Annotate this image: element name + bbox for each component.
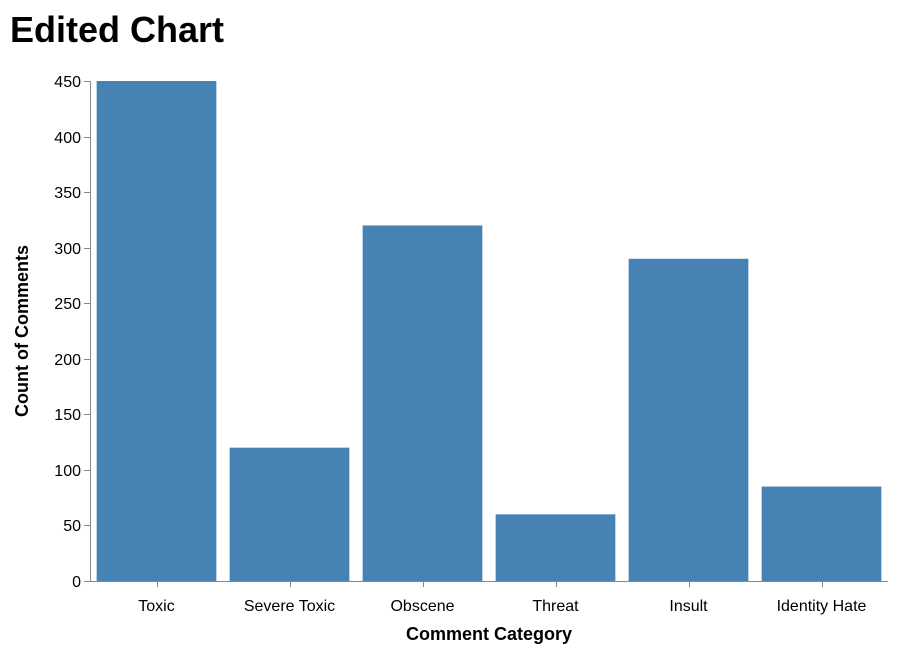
y-tick-label: 50 [63,518,81,535]
x-axis-title: Comment Category [406,624,572,644]
y-tick-label: 400 [54,130,81,147]
y-tick-label: 450 [54,74,81,91]
y-axis-title: Count of Comments [12,245,32,417]
bar-toxic[interactable] [96,81,217,581]
y-tick-label: 200 [54,352,81,369]
x-tick-label: Insult [669,598,708,615]
bar-insult[interactable] [628,258,749,581]
bars-group [96,81,882,581]
bar-identity-hate[interactable] [761,486,882,581]
x-tick-label: Obscene [390,598,454,615]
x-axis: Toxic Severe Toxic Obscene Threat Insult Iden… [90,581,888,615]
y-tick-label: 350 [54,185,81,202]
x-tick-label: Toxic [138,598,174,615]
bar-obscene[interactable] [362,225,483,581]
x-tick-label: Severe Toxic [244,598,335,615]
y-tick-label: 100 [54,463,81,480]
y-tick-label: 150 [54,407,81,424]
y-tick-label: 300 [54,241,81,258]
bar-severe-toxic[interactable] [229,447,350,581]
x-tick-label: Threat [532,598,579,615]
y-tick-label: 250 [54,296,81,313]
y-axis: 0 50 100 150 200 250 300 350 400 450 [54,74,91,591]
chart-title: Edited Chart [10,9,224,50]
bar-threat[interactable] [495,514,616,581]
y-tick-label: 0 [72,574,81,591]
x-tick-label: Identity Hate [777,598,867,615]
